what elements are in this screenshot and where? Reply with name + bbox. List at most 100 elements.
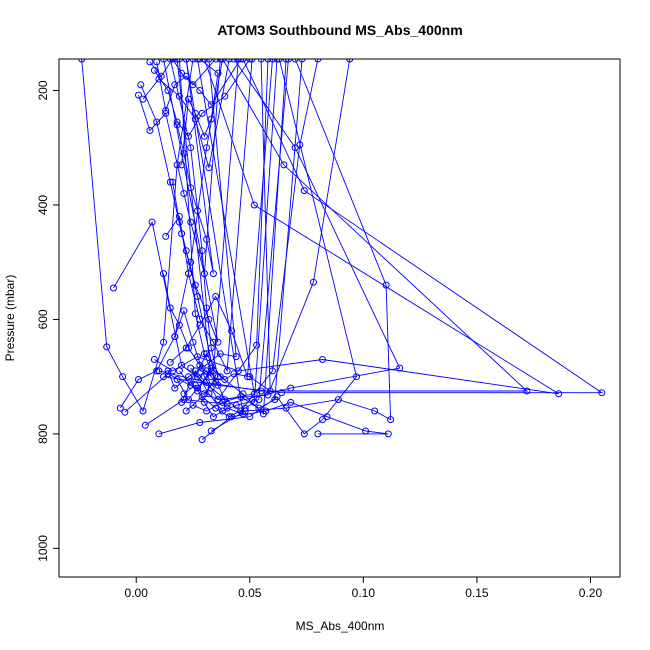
data-point <box>196 361 204 369</box>
data-point <box>291 59 299 63</box>
data-point <box>185 270 192 278</box>
series-line-8 <box>210 59 392 432</box>
data-point <box>187 218 195 226</box>
series-line-25 <box>179 59 287 415</box>
data-point <box>146 127 154 134</box>
x-tick-label: 0.00 <box>125 586 149 600</box>
data-point <box>555 390 563 398</box>
data-point <box>160 338 167 346</box>
data-point <box>171 333 179 341</box>
x-axis: 0.00 0.05 0.10 0.15 0.20 <box>125 577 602 600</box>
data-point <box>244 373 251 381</box>
data-point <box>205 390 213 398</box>
data-point <box>346 59 354 63</box>
series-line-12 <box>140 59 239 371</box>
data-point <box>207 101 215 109</box>
data-point <box>139 407 147 415</box>
data-point <box>259 410 267 418</box>
data-point <box>169 59 177 63</box>
data-point <box>198 109 206 117</box>
data-point <box>191 310 199 318</box>
data-point <box>171 81 179 89</box>
data-point <box>203 367 211 375</box>
data-point <box>185 373 192 381</box>
data-point <box>155 367 163 375</box>
data-point <box>255 404 263 412</box>
data-point <box>162 107 170 114</box>
data-point <box>353 373 360 381</box>
data-point <box>189 59 197 63</box>
data-point <box>182 59 190 63</box>
data-point <box>200 132 208 140</box>
data-point <box>78 59 86 63</box>
data-point <box>598 389 606 397</box>
series-line-24 <box>169 59 273 377</box>
data-point <box>309 278 317 286</box>
data-point <box>160 270 167 278</box>
data-point <box>214 338 222 346</box>
data-point <box>269 59 276 63</box>
series-line-6 <box>158 59 357 435</box>
data-point <box>221 92 229 100</box>
data-point <box>314 430 322 438</box>
data-point <box>185 396 192 404</box>
data-point <box>300 430 308 438</box>
data-point <box>162 232 170 240</box>
data-point <box>182 344 190 352</box>
data-point <box>189 401 197 409</box>
plot-data <box>78 59 606 444</box>
data-point <box>225 413 233 421</box>
data-point <box>334 396 342 404</box>
data-point <box>246 59 254 63</box>
data-point <box>187 258 195 266</box>
data-point <box>166 59 174 63</box>
data-point <box>219 59 226 63</box>
data-point <box>221 396 229 404</box>
data-point <box>178 398 186 406</box>
x-tick-label: 0.05 <box>238 586 262 600</box>
data-point <box>135 91 142 99</box>
data-point <box>200 350 208 358</box>
data-point <box>205 59 213 63</box>
data-point <box>187 144 195 152</box>
data-point <box>166 178 174 186</box>
data-point <box>153 59 161 66</box>
data-point <box>194 59 201 63</box>
data-point <box>264 59 272 63</box>
data-point <box>157 72 165 80</box>
data-point <box>300 187 308 195</box>
series-line-10 <box>158 59 529 392</box>
data-point <box>239 59 247 63</box>
data-point <box>228 327 236 335</box>
data-point <box>203 235 211 243</box>
series-line-29 <box>178 59 217 383</box>
data-point <box>248 59 256 63</box>
data-point <box>191 281 199 289</box>
data-point <box>319 356 326 363</box>
data-point <box>287 398 295 406</box>
y-tick-label: 1000 <box>36 535 50 562</box>
data-point <box>196 59 204 63</box>
data-point <box>207 373 215 381</box>
data-point <box>223 367 231 375</box>
data-point <box>116 404 124 412</box>
y-tick-label: 800 <box>36 424 50 444</box>
data-point <box>153 118 161 126</box>
data-point <box>239 410 247 418</box>
data-point <box>103 343 111 351</box>
series-line-9 <box>154 59 559 395</box>
data-point <box>155 430 163 438</box>
data-point <box>175 59 183 63</box>
data-point <box>173 376 181 383</box>
data-point <box>196 321 204 329</box>
data-point <box>196 419 204 426</box>
data-point <box>371 407 379 415</box>
data-point <box>194 207 201 215</box>
data-point <box>275 59 283 63</box>
data-point <box>135 376 142 383</box>
data-point <box>180 390 188 398</box>
data-point <box>182 407 190 415</box>
data-point <box>205 164 213 172</box>
y-tick-label: 400 <box>36 195 50 215</box>
data-point <box>523 387 531 395</box>
